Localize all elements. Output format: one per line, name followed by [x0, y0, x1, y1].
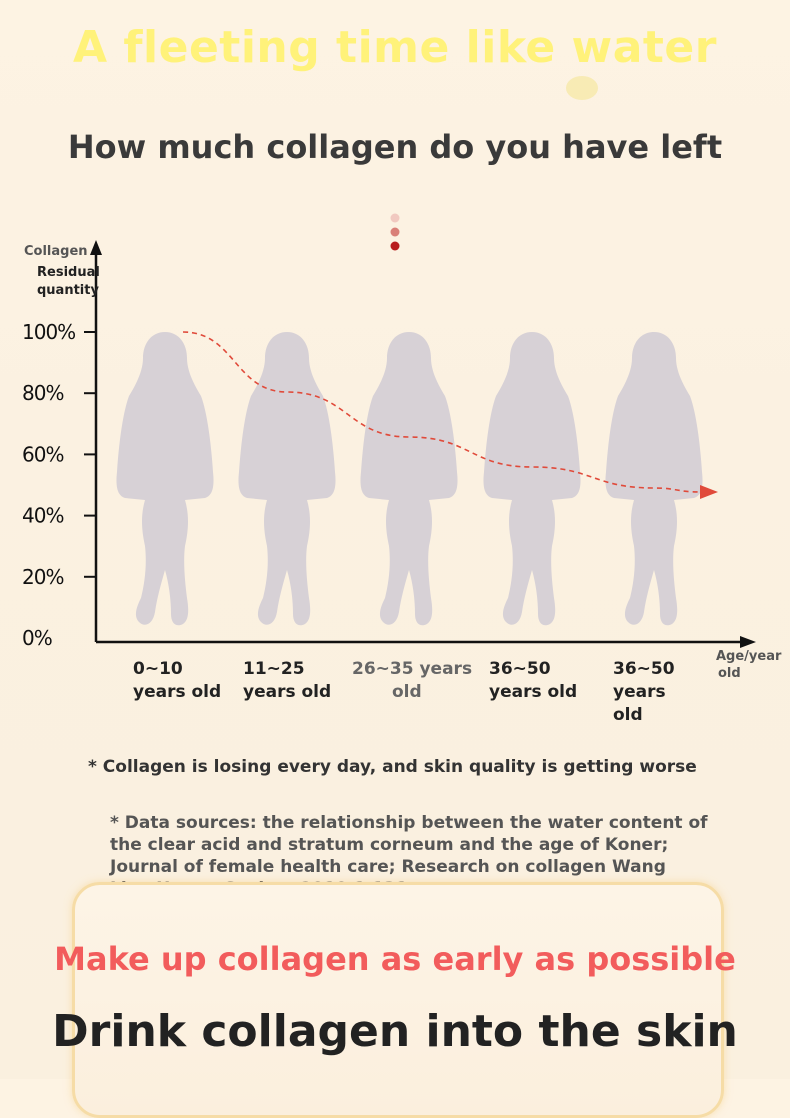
y-tick-label: 60%	[22, 442, 63, 466]
y-tick-label: 20%	[22, 565, 63, 589]
x-axis-label-line1: Age/year	[716, 649, 782, 664]
y-tick-label: 0%	[22, 626, 52, 650]
bar-silhouette	[116, 332, 214, 626]
decorative-dot-3	[390, 241, 400, 251]
decorative-dot	[566, 76, 598, 100]
category-label: 11~25 years old	[243, 659, 331, 702]
category-label: 26~35 years old	[352, 659, 472, 702]
decorative-dot-2	[390, 227, 400, 237]
bar-silhouette	[360, 332, 458, 626]
y-tick-label: 40%	[22, 504, 63, 528]
y-axis-label-line2: Residual	[37, 265, 100, 280]
decorative-dot-1	[390, 213, 400, 223]
bar-silhouette	[605, 332, 703, 626]
x-axis-label-line2: old	[718, 666, 741, 681]
bars	[116, 332, 703, 626]
note-collagen-loss: * Collagen is losing every day, and skin…	[88, 757, 697, 777]
bar-empty-part	[360, 332, 458, 626]
bar-silhouette	[483, 332, 581, 626]
bar-silhouette	[238, 332, 336, 626]
cta-red-line: Make up collagen as early as possible	[54, 940, 736, 978]
x-axis-arrow	[740, 636, 756, 648]
category-label: 36~50 years old	[613, 659, 675, 725]
category-label: 0~10 years old	[133, 659, 221, 702]
cta-box	[72, 882, 724, 1118]
collagen-chart: Collagen Residual quantity Age/year old …	[22, 213, 782, 725]
y-ticks: 100% 80% 60% 40% 20% 0%	[22, 320, 96, 650]
y-axis-label-line3: quantity	[37, 283, 99, 298]
y-tick-label: 80%	[22, 381, 63, 405]
cta-main-line: Drink collagen into the skin	[52, 1006, 738, 1057]
trend-arrow	[700, 485, 718, 499]
bar-empty-part	[116, 332, 214, 626]
y-axis-label-line1: Collagen	[24, 244, 88, 259]
category-labels: 0~10 years old 11~25 years old 26~35 years ol…	[133, 659, 675, 725]
y-axis-arrow	[90, 240, 102, 255]
page-subtitle: How much collagen do you have left	[67, 128, 723, 166]
bar-empty-part	[238, 332, 336, 626]
bar-empty-part	[605, 332, 703, 626]
headline: A fleeting time like water	[73, 22, 717, 73]
category-label: 36~50 years old	[489, 659, 577, 702]
y-tick-label: 100%	[22, 320, 75, 344]
bar-empty-part	[483, 332, 581, 626]
